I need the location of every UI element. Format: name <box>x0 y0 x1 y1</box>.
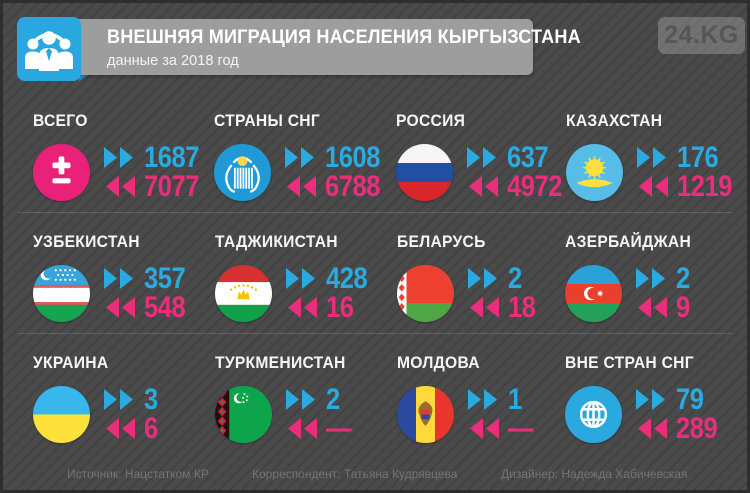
double-arrow-right-icon <box>636 147 669 168</box>
outflow-value: 6788 <box>325 170 381 203</box>
double-arrow-right-icon <box>103 147 136 168</box>
inflow-value: 1 <box>507 383 522 416</box>
inflow-value: 637 <box>506 141 549 174</box>
country-label: МОЛДОВА <box>396 353 480 372</box>
country-label: КАЗАХСТАН <box>565 111 662 130</box>
outflow-value: 4972 <box>506 170 562 203</box>
outflow-value: 289 <box>676 412 718 445</box>
country-item: КАЗАХСТАН 176 1219 <box>565 91 747 212</box>
flag-belarus-icon <box>396 264 454 322</box>
country-item: ТУРКМЕНИСТАН 2 — <box>214 333 397 454</box>
inflow-value: 176 <box>676 141 719 174</box>
double-arrow-right-icon <box>635 389 668 410</box>
inflow-value: 1687 <box>144 141 200 174</box>
grid-row: УКРАИНА 3 6 ТУРКМЕНИСТАН <box>3 333 747 454</box>
double-arrow-left-icon <box>285 418 318 439</box>
country-label: ТУРКМЕНИСТАН <box>214 353 346 372</box>
country-item: ТАДЖИКИСТАН 428 16 <box>214 212 397 333</box>
inflow-value: 1608 <box>325 141 381 174</box>
plus-minus-icon <box>33 143 90 201</box>
country-label: СТРАНЫ СНГ <box>214 111 321 130</box>
double-arrow-left-icon <box>285 297 318 318</box>
country-item: УЗБЕКИСТАН 357 548 <box>33 212 215 333</box>
double-arrow-right-icon <box>467 389 500 410</box>
flag-ukraine-icon <box>33 385 90 443</box>
credit-designer: Дизайнер: Надежда Хабичевская <box>501 467 688 481</box>
country-label: ТАДЖИКИСТАН <box>214 232 338 251</box>
double-arrow-left-icon <box>466 176 499 197</box>
outflow-value: 6 <box>144 412 158 445</box>
globe-icon <box>565 385 623 443</box>
flag-tajikistan-icon <box>214 264 272 322</box>
country-label: АЗЕРБАЙДЖАН <box>565 232 692 251</box>
country-item: РОССИЯ 637 4972 <box>395 91 566 212</box>
inflow-value: 357 <box>144 262 186 295</box>
double-arrow-right-icon <box>103 268 136 289</box>
double-arrow-left-icon <box>467 297 500 318</box>
double-arrow-right-icon <box>103 389 136 410</box>
double-arrow-left-icon <box>635 297 668 318</box>
country-label: УКРАИНА <box>33 353 109 372</box>
credit-correspondent: Корреспондент: Татьяна Кудрявцева <box>252 467 458 481</box>
inflow-value: 428 <box>325 262 368 295</box>
double-arrow-left-icon <box>103 176 136 197</box>
double-arrow-left-icon <box>103 297 136 318</box>
double-arrow-right-icon <box>466 147 499 168</box>
country-item: УКРАИНА 3 6 <box>33 333 215 454</box>
page-title: ВНЕШНЯЯ МИГРАЦИЯ НАСЕЛЕНИЯ КЫРГЫЗСТАНА <box>107 27 581 48</box>
outflow-value: — <box>507 412 534 445</box>
double-arrow-left-icon <box>467 418 500 439</box>
double-arrow-right-icon <box>285 389 318 410</box>
outflow-value: 16 <box>325 291 354 324</box>
grid-row: УЗБЕКИСТАН 357 548 ТАДЖИКИСТАН <box>3 212 747 333</box>
flag-uzbekistan-icon <box>33 264 90 322</box>
country-item: СТРАНЫ СНГ 1608 6788 <box>214 91 395 212</box>
double-arrow-left-icon <box>636 176 669 197</box>
flag-moldova-icon <box>396 385 454 443</box>
country-label: ВСЕГО <box>33 111 88 130</box>
country-label: ВНЕ СТРАН СНГ <box>565 353 694 372</box>
country-item: АЗЕРБАЙДЖАН 2 9 <box>565 212 747 333</box>
migration-people-icon <box>17 17 81 81</box>
flag-kazakhstan-icon <box>565 143 623 201</box>
country-item: ВНЕ СТРАН СНГ 79 289 <box>565 333 747 454</box>
country-item: ВСЕГО 1687 7077 <box>33 91 214 212</box>
header-banner: ВНЕШНЯЯ МИГРАЦИЯ НАСЕЛЕНИЯ КЫРГЫЗСТАНА д… <box>73 19 581 75</box>
double-arrow-left-icon <box>284 176 317 197</box>
inflow-value: 2 <box>325 383 340 416</box>
outflow-value: — <box>325 412 352 445</box>
country-label: БЕЛАРУСЬ <box>396 232 486 251</box>
outflow-value: 7077 <box>144 170 200 203</box>
outflow-value: 548 <box>144 291 186 324</box>
flag-azerbaijan-icon <box>565 264 623 322</box>
inflow-value: 2 <box>676 262 690 295</box>
double-arrow-right-icon <box>285 268 318 289</box>
double-arrow-right-icon <box>467 268 500 289</box>
country-item: МОЛДОВА 1 — <box>396 333 565 454</box>
inflow-value: 3 <box>144 383 158 416</box>
migration-grid: ВСЕГО 1687 7077 СТРАНЫ СНГ <box>3 91 747 454</box>
cis-emblem-icon <box>214 143 272 201</box>
double-arrow-left-icon <box>635 418 668 439</box>
double-arrow-left-icon <box>103 418 136 439</box>
country-label: РОССИЯ <box>395 111 465 130</box>
flag-russia-icon <box>395 143 453 201</box>
inflow-value: 2 <box>507 262 522 295</box>
outflow-value: 9 <box>676 291 690 324</box>
outflow-value: 18 <box>507 291 536 324</box>
country-label: УЗБЕКИСТАН <box>33 232 140 251</box>
page-subtitle: данные за 2018 год <box>107 52 239 69</box>
grid-row: ВСЕГО 1687 7077 СТРАНЫ СНГ <box>3 91 747 212</box>
credit-source: Источник: Нацстатком КР <box>67 467 209 481</box>
brand-logo-24kg: 24.KG <box>658 17 745 54</box>
outflow-value: 1219 <box>676 170 732 203</box>
double-arrow-right-icon <box>284 147 317 168</box>
double-arrow-right-icon <box>635 268 668 289</box>
flag-turkmenistan-icon <box>214 385 272 443</box>
country-item: БЕЛАРУСЬ 2 18 <box>396 212 565 333</box>
inflow-value: 79 <box>676 383 704 416</box>
